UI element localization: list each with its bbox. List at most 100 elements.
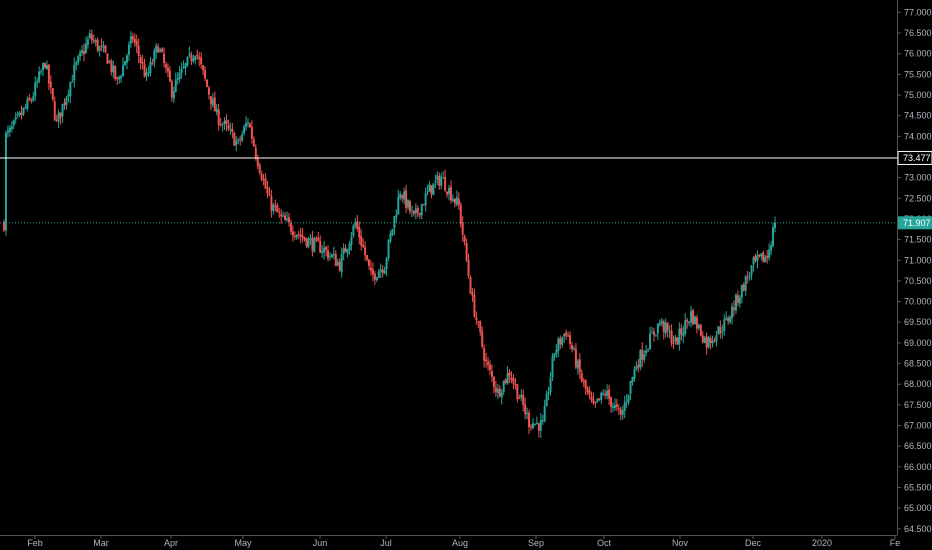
price-tick-label: 74.000	[904, 131, 932, 141]
candle-body	[120, 76, 123, 79]
candle-body	[729, 316, 732, 323]
time-tick-label: Aug	[452, 538, 468, 548]
candle-body	[485, 359, 488, 362]
candle-body	[139, 57, 142, 63]
candle-body	[535, 422, 538, 424]
candle-body	[528, 412, 531, 428]
candle-body	[327, 250, 330, 259]
price-tick-label: 66.000	[904, 462, 932, 472]
price-tick-label: 68.000	[904, 379, 932, 389]
candle-body	[770, 245, 773, 251]
candle-body	[748, 275, 751, 277]
candle-body	[176, 77, 179, 80]
candle-body	[229, 128, 232, 130]
candle-body	[237, 139, 240, 141]
candle-body	[576, 360, 579, 369]
level-tag-box	[897, 150, 932, 165]
candle-body	[692, 310, 695, 325]
candle-body	[561, 337, 564, 345]
candle-body	[774, 222, 776, 228]
candle-body	[90, 34, 93, 41]
candle-body	[680, 328, 683, 335]
candle-body	[258, 164, 261, 173]
candle-body	[291, 231, 294, 236]
level-tag-label: 73.477	[903, 153, 931, 163]
candle-body	[155, 45, 158, 52]
candle-body	[170, 81, 173, 98]
last-price-tag-label: 71.907	[903, 218, 931, 228]
candle-body	[163, 53, 166, 64]
candle-body	[205, 79, 208, 87]
candle-body	[178, 72, 181, 80]
candle-body	[602, 393, 605, 395]
price-tick-label: 73.000	[904, 173, 932, 183]
candle-body	[30, 100, 33, 102]
candle-body	[207, 87, 210, 95]
candle-body	[172, 91, 175, 99]
candle-body	[202, 65, 205, 70]
candle-body	[358, 226, 361, 238]
candle-body	[57, 112, 60, 122]
candle-body	[664, 323, 667, 334]
price-tick-label: 75.000	[904, 90, 932, 100]
candle-body	[764, 256, 767, 263]
candle-body	[651, 332, 654, 334]
price-tick-label: 74.500	[904, 111, 932, 121]
candle-body	[537, 423, 540, 431]
candle-body	[157, 46, 160, 53]
candle-body	[83, 50, 86, 54]
candle-body	[344, 247, 347, 253]
candle-body	[746, 277, 749, 279]
candle-body	[408, 200, 411, 212]
price-tick-label: 75.500	[904, 69, 932, 79]
candle-body	[323, 247, 326, 253]
candle-body	[416, 207, 419, 214]
candle-body	[742, 284, 745, 292]
candle-body	[723, 319, 726, 332]
candle-body	[147, 72, 150, 74]
candle-body	[414, 208, 417, 214]
candle-body	[213, 97, 216, 112]
candle-body	[311, 237, 314, 251]
candle-body	[574, 348, 577, 368]
candle-body	[243, 126, 246, 134]
candle-body	[584, 379, 587, 389]
time-axis[interactable]: Feb Mar Apr May Jun Jul Aug Sep Oct Nov Dec 2020 Fe	[27, 535, 900, 548]
candle-body	[133, 38, 136, 43]
candle-body	[744, 276, 747, 291]
price-tick-label: 64.500	[904, 524, 932, 534]
candle-body	[377, 271, 380, 279]
candle-body	[565, 332, 568, 336]
candle-body	[325, 247, 328, 250]
candle-body	[252, 139, 255, 147]
candle-body	[373, 273, 376, 280]
candle-body	[131, 36, 134, 40]
price-tick-label: 65.500	[904, 482, 932, 492]
candle-body	[168, 70, 171, 82]
candle-body	[268, 194, 271, 196]
candle-body	[652, 331, 655, 335]
candle-body	[686, 319, 689, 322]
candle-body	[697, 325, 700, 329]
candle-body	[328, 255, 331, 257]
candle-body	[336, 261, 339, 266]
candle-body	[403, 191, 406, 200]
candle-body	[533, 423, 536, 425]
candle-body	[122, 64, 125, 77]
time-tick-label: Dec	[745, 538, 762, 548]
candle-body	[451, 199, 454, 202]
candle-body	[43, 63, 46, 69]
candle-body	[342, 248, 345, 254]
candle-body	[502, 380, 505, 393]
candle-body	[592, 399, 595, 404]
candle-body	[512, 378, 515, 384]
candle-body	[492, 377, 495, 388]
time-tick-label: May	[234, 538, 252, 548]
candle-body	[98, 46, 101, 51]
candle-body	[582, 380, 585, 382]
price-axis[interactable]: 77.000 76.500 76.000 75.500 75.000 74.500 74.0…	[897, 7, 932, 534]
candle-body	[124, 61, 127, 66]
candle-body	[379, 269, 382, 272]
candle-body	[250, 126, 253, 139]
